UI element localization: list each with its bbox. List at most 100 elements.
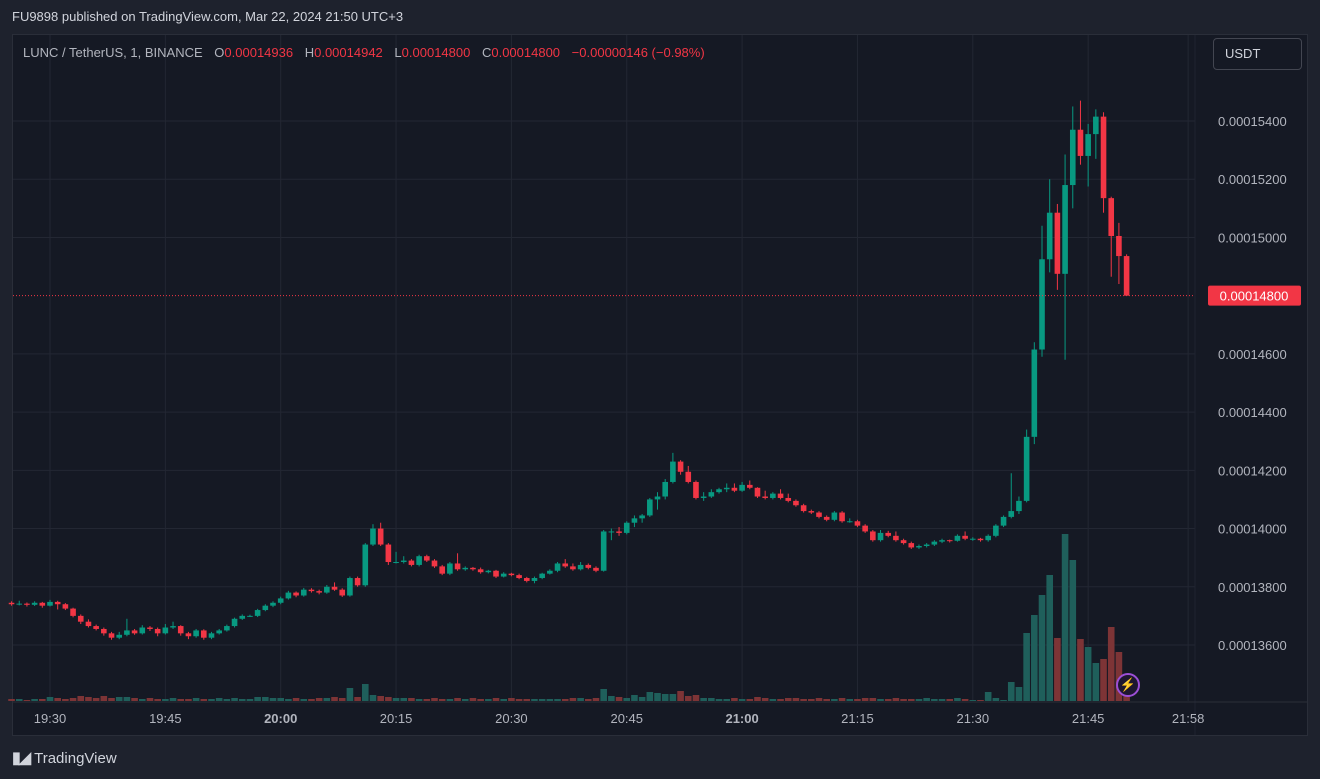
candle-body <box>854 521 861 526</box>
time-tick-label: 21:30 <box>957 711 990 726</box>
volume-bar <box>154 699 161 701</box>
candle <box>170 621 176 629</box>
candle <box>770 492 776 500</box>
change-value: −0.00000146 (−0.98%) <box>571 45 705 60</box>
volume-bar <box>1107 627 1115 701</box>
candle-body <box>1123 256 1130 296</box>
candle <box>8 601 15 606</box>
candle-body <box>693 481 699 498</box>
candle <box>662 479 668 500</box>
candle-body <box>1054 212 1061 274</box>
volume-bar <box>185 699 192 701</box>
candle-body <box>454 563 461 570</box>
volume-bar <box>223 699 231 701</box>
open-value: 0.00014936 <box>224 45 294 60</box>
candle-body <box>593 567 599 571</box>
currency-button[interactable]: USDT <box>1213 38 1302 70</box>
volume-bar <box>684 696 692 701</box>
volume-bar <box>646 692 654 701</box>
candle-body <box>308 589 315 592</box>
candle <box>285 590 292 600</box>
candle <box>162 624 169 635</box>
candle <box>893 531 899 542</box>
candle-body <box>962 535 968 539</box>
candle <box>746 480 753 490</box>
candles <box>8 100 1130 640</box>
candle <box>208 631 215 640</box>
candle <box>1000 515 1007 528</box>
candle-body <box>39 602 46 606</box>
candle <box>262 604 269 612</box>
candle-body <box>800 505 807 512</box>
candle-body <box>193 630 199 637</box>
volume-bar <box>854 699 861 701</box>
candle-body <box>1046 212 1053 260</box>
candle <box>723 483 730 493</box>
open-label: O <box>214 45 225 60</box>
volume-bar <box>907 699 915 701</box>
tradingview-logo-icon: ▮◢ <box>12 750 31 767</box>
candle-body <box>623 522 630 533</box>
candle-body <box>739 484 745 491</box>
volume-bar <box>669 694 677 701</box>
volume-bar <box>561 699 569 701</box>
volume-bar <box>131 698 138 701</box>
candle-body <box>347 578 353 596</box>
candle-body <box>439 566 445 574</box>
candle <box>554 562 561 573</box>
candle-body <box>47 601 53 606</box>
price-tick-label: 0.00013800 <box>1218 580 1287 595</box>
symbol-label[interactable]: LUNC / TetherUS, 1, BINANCE <box>23 45 203 60</box>
candle <box>400 556 407 564</box>
candle <box>1077 100 1084 165</box>
volume-bar <box>431 698 438 701</box>
candle <box>1069 106 1076 209</box>
candle <box>931 540 938 547</box>
candle <box>600 529 607 572</box>
candle <box>1100 112 1107 213</box>
candle-body <box>400 560 407 563</box>
price-tick-label: 0.00013600 <box>1218 638 1287 653</box>
close-label: C <box>481 45 492 60</box>
candle-body <box>124 630 130 635</box>
candle <box>1093 109 1099 159</box>
candle-body <box>93 626 99 629</box>
volume-bar <box>285 699 292 701</box>
candle-body <box>331 586 338 590</box>
volume-bar <box>1123 696 1130 701</box>
volume-bar <box>385 697 392 701</box>
candle-body <box>908 543 915 548</box>
volume-bar <box>408 698 415 701</box>
volume-bar <box>231 698 238 701</box>
volume-bar <box>746 699 754 701</box>
candle-body <box>8 602 15 605</box>
candle-body <box>408 560 415 565</box>
candle-body <box>900 540 907 544</box>
candle <box>347 576 353 597</box>
candle <box>523 576 530 583</box>
candle <box>593 566 599 573</box>
volume-bar <box>946 699 954 701</box>
candle-body <box>416 556 422 565</box>
candle <box>623 521 630 535</box>
candle-body <box>316 591 322 593</box>
time-tick-label: 19:30 <box>34 711 67 726</box>
candle-body <box>1000 516 1007 526</box>
candle <box>870 529 876 542</box>
volume-bar <box>1046 575 1053 701</box>
volume-bar <box>884 699 892 701</box>
candle <box>616 527 622 536</box>
candle <box>308 588 315 593</box>
candle <box>393 551 399 564</box>
candle <box>1062 154 1068 360</box>
candle-body <box>523 578 530 581</box>
lightning-icon[interactable]: ⚡ <box>1116 673 1140 697</box>
candle-body <box>277 598 284 603</box>
volume-bar <box>92 698 100 701</box>
price-tick-label: 0.00015000 <box>1218 230 1287 245</box>
candle <box>116 631 123 640</box>
candle-body <box>1016 500 1022 512</box>
candle <box>962 531 968 541</box>
candle-body <box>939 540 945 542</box>
